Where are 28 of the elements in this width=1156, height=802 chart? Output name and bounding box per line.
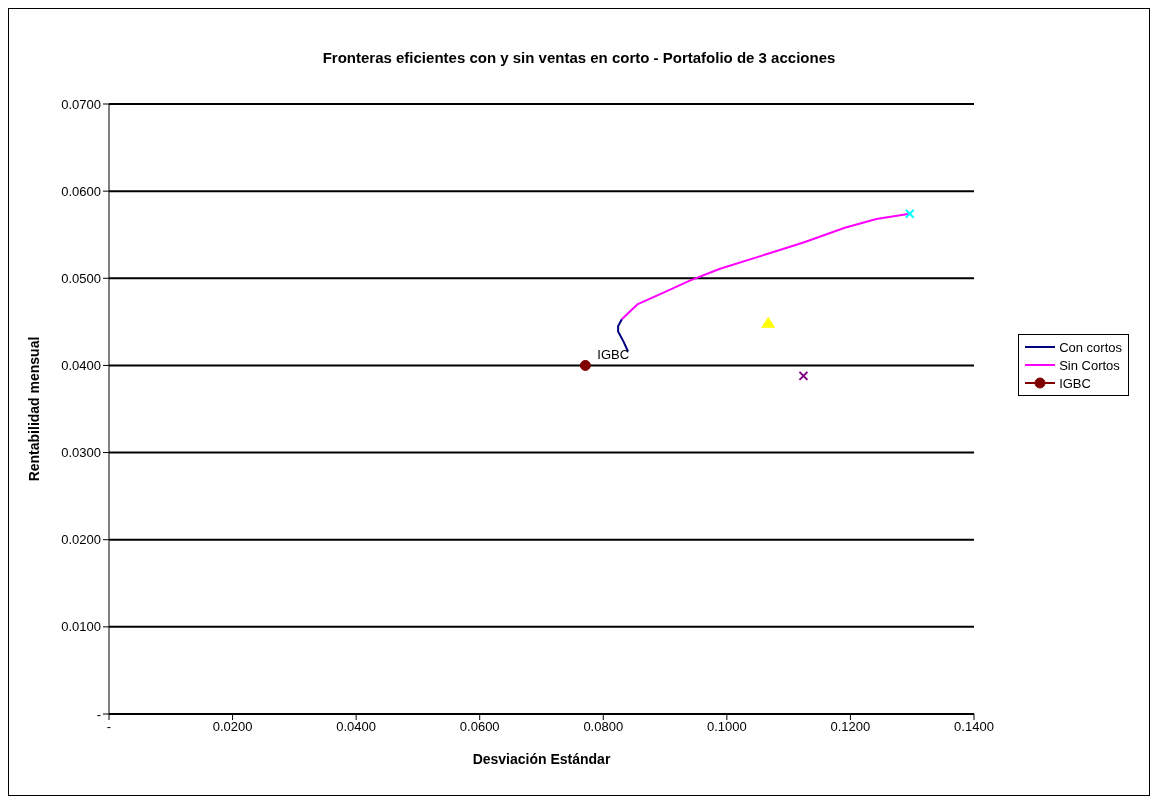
x-tick-label: 0.0800 xyxy=(583,719,624,735)
y-tick-label: 0.0400 xyxy=(61,358,101,374)
line-series xyxy=(620,212,911,321)
y-tick-label: - xyxy=(96,706,101,722)
x-tick-label: 0.0600 xyxy=(459,719,500,735)
x-tick-label: 0.0200 xyxy=(212,719,253,735)
point xyxy=(761,316,776,328)
legend-label: IGBC xyxy=(1059,375,1091,391)
y-tick-label: 0.0500 xyxy=(61,270,101,286)
x-tick-label: - xyxy=(106,719,112,735)
x-tick-label: 0.0400 xyxy=(336,719,377,735)
y-tick-label: 0.0700 xyxy=(61,96,101,112)
x-tick-label: 0.1400 xyxy=(954,719,994,735)
y-tick-label: 0.0300 xyxy=(61,445,101,461)
legend-label: Sin Cortos xyxy=(1059,357,1120,373)
y-tick-label: 0.0200 xyxy=(61,532,101,548)
legend-label: Con cortos xyxy=(1059,339,1122,355)
point xyxy=(904,208,915,219)
chart-title: Fronteras eficientes con y sin ventas en corto - Portafolio de 3 acciones xyxy=(321,49,837,66)
x-tick-label: 0.1000 xyxy=(706,719,747,735)
point xyxy=(579,359,591,371)
annotation: IGBC xyxy=(597,347,630,363)
x-tick-label: 0.1200 xyxy=(830,719,871,735)
y-tick-label: 0.0600 xyxy=(61,183,101,199)
y-tick-label: 0.0100 xyxy=(61,619,101,635)
y-axis-title: Rentabilidad mensual xyxy=(25,336,42,482)
point xyxy=(798,370,809,381)
x-axis-title: Desviación Estándar xyxy=(472,751,611,767)
